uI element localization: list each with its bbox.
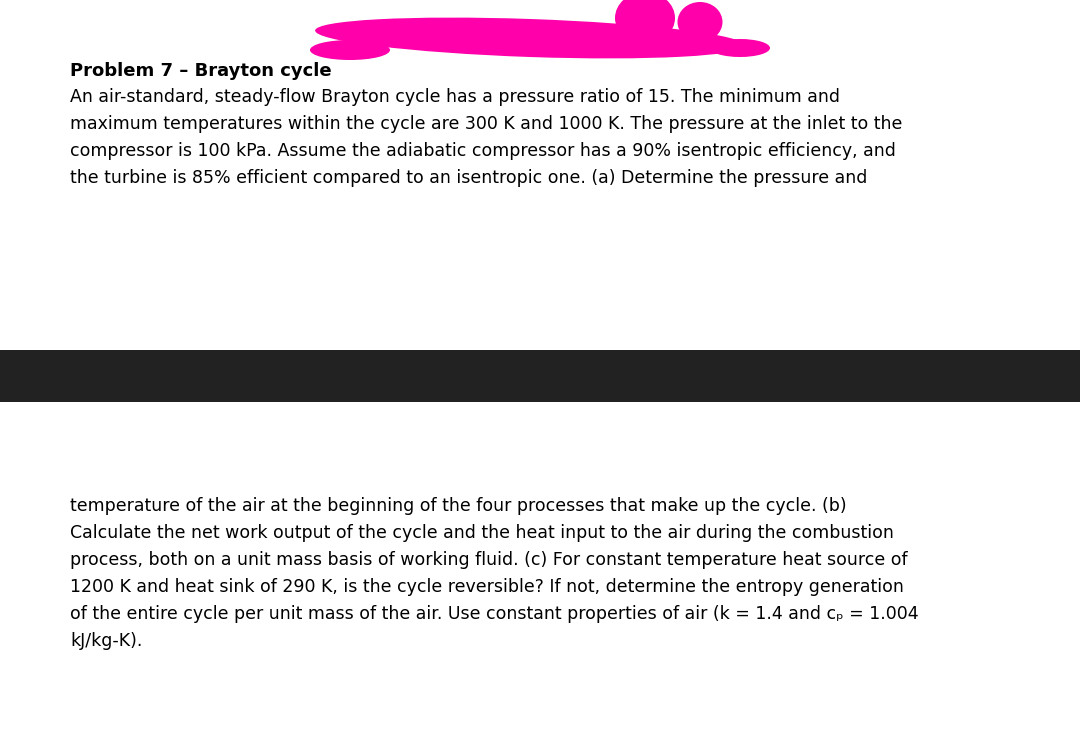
Ellipse shape	[710, 39, 770, 57]
Text: compressor is 100 kPa. Assume the adiabatic compressor has a 90% isentropic effi: compressor is 100 kPa. Assume the adiaba…	[70, 142, 896, 160]
Text: 1200 K and heat sink of 290 K, is the cycle reversible? If not, determine the en: 1200 K and heat sink of 290 K, is the cy…	[70, 578, 904, 596]
Text: process, both on a unit mass basis of working fluid. (c) For constant temperatur: process, both on a unit mass basis of wo…	[70, 551, 907, 569]
Ellipse shape	[677, 2, 723, 42]
Ellipse shape	[310, 40, 390, 60]
Text: of the entire cycle per unit mass of the air. Use constant properties of air (k : of the entire cycle per unit mass of the…	[70, 605, 919, 623]
Ellipse shape	[315, 17, 745, 59]
Text: maximum temperatures within the cycle are 300 K and 1000 K. The pressure at the : maximum temperatures within the cycle ar…	[70, 115, 903, 133]
Ellipse shape	[615, 0, 675, 44]
Text: kJ/kg-K).: kJ/kg-K).	[70, 632, 143, 650]
Bar	[0, 350, 1080, 402]
Text: An air-standard, steady-flow Brayton cycle has a pressure ratio of 15. The minim: An air-standard, steady-flow Brayton cyc…	[70, 88, 840, 106]
Text: Calculate the net work output of the cycle and the heat input to the air during : Calculate the net work output of the cyc…	[70, 524, 894, 542]
Text: the turbine is 85% efficient compared to an isentropic one. (a) Determine the pr: the turbine is 85% efficient compared to…	[70, 169, 867, 187]
Text: Problem 7 – Brayton cycle: Problem 7 – Brayton cycle	[70, 62, 332, 80]
Text: temperature of the air at the beginning of the four processes that make up the c: temperature of the air at the beginning …	[70, 497, 847, 515]
